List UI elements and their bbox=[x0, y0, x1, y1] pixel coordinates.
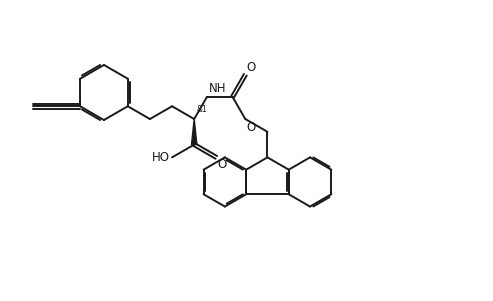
Text: O: O bbox=[247, 61, 256, 74]
Text: HO: HO bbox=[152, 151, 170, 164]
Text: O: O bbox=[246, 120, 255, 134]
Text: O: O bbox=[218, 158, 227, 171]
Text: NH: NH bbox=[209, 82, 226, 95]
Text: &1: &1 bbox=[197, 105, 208, 114]
Polygon shape bbox=[191, 119, 197, 144]
